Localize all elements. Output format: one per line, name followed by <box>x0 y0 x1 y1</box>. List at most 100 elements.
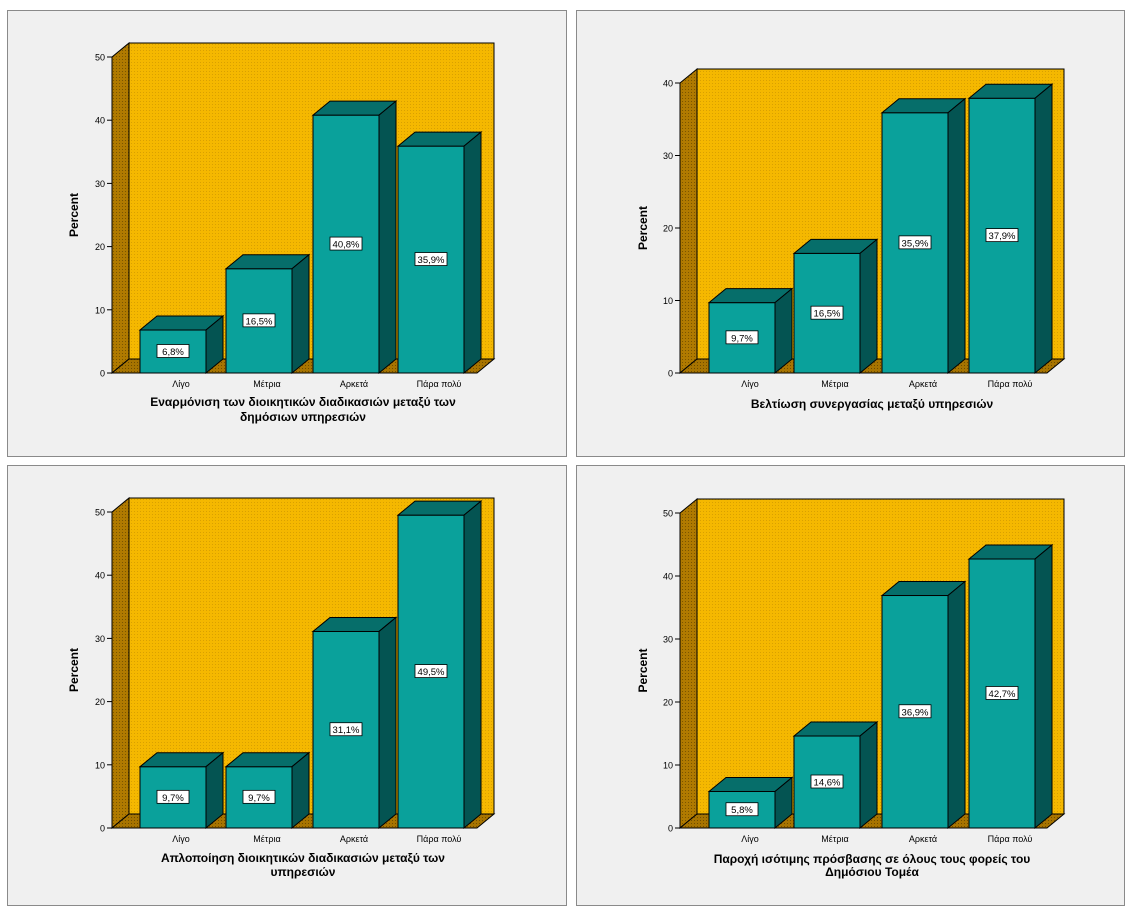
y-tick-label: 50 <box>95 508 105 518</box>
data-label: 31,1% <box>333 725 360 736</box>
data-label-box <box>242 789 276 804</box>
data-label-box <box>810 774 844 789</box>
y-axis-label: Percent <box>636 206 650 250</box>
x-tick-label: Πάρα πολύ <box>417 834 462 844</box>
data-label: 9,7% <box>248 793 270 804</box>
y-tick-label: 0 <box>668 824 673 834</box>
data-label: 16,5% <box>246 316 273 327</box>
bar-side <box>205 751 224 830</box>
data-label-box <box>898 704 932 719</box>
x-tick-label: Πάρα πολύ <box>988 834 1033 844</box>
x-axis-label: Απλοποίηση διοικητικών διαδικασιών μεταξ… <box>161 851 445 865</box>
bar-side <box>1034 543 1053 830</box>
y-tick-label: 40 <box>663 572 673 582</box>
bar-2 <box>224 751 311 830</box>
data-label-box <box>414 664 448 678</box>
data-label-box <box>156 344 190 358</box>
y-tick-label: 30 <box>95 179 105 189</box>
bar-side <box>859 720 878 830</box>
y-tick-label: 20 <box>95 242 105 252</box>
data-label: 49,5% <box>418 667 445 678</box>
y-axis-label: Percent <box>636 648 650 692</box>
bar-1 <box>138 751 225 830</box>
data-label: 9,7% <box>731 333 753 344</box>
bar-2 <box>224 253 311 375</box>
y-tick-label: 30 <box>663 635 673 645</box>
chart-4: 0 10 20 30 40 50 Percent 5,8% Λίγο 14,6% Μέτρια 36,… <box>636 497 1066 879</box>
x-tick-label: Μέτρια <box>821 834 848 844</box>
data-label-box <box>329 236 363 251</box>
y-tick-label: 0 <box>100 824 105 834</box>
data-label-box <box>414 252 448 266</box>
chart-1: 0 10 20 30 40 50 Percent 6,8% Λίγο 16,5% Μέτρια 40,… <box>67 41 496 424</box>
x-tick-label: Πάρα πολύ <box>417 379 462 389</box>
x-tick-label: Αρκετά <box>340 379 368 389</box>
bar-side <box>859 238 878 375</box>
x-tick-label: Πάρα πολύ <box>988 379 1033 389</box>
y-tick-label: 40 <box>95 116 105 126</box>
x-axis-label: Εναρμόνιση των διοικητικών διαδικασιών μ… <box>150 395 456 409</box>
x-tick-label: Μέτρια <box>821 379 848 389</box>
x-tick-label: Μέτρια <box>253 379 280 389</box>
bar-side <box>291 751 310 830</box>
x-tick-label: Λίγο <box>741 834 759 844</box>
bar-side <box>291 253 310 375</box>
data-label: 42,7% <box>989 689 1016 700</box>
side-wall <box>679 67 698 375</box>
y-tick-label: 40 <box>95 571 105 581</box>
data-label-box <box>725 802 759 817</box>
data-label-box <box>985 686 1019 700</box>
data-label-box <box>725 330 759 345</box>
bar-side <box>378 616 397 830</box>
bar-2 <box>792 238 879 375</box>
data-label: 36,9% <box>902 707 929 718</box>
y-tick-label: 30 <box>663 151 673 161</box>
data-label: 9,7% <box>162 793 184 804</box>
data-label: 35,9% <box>418 255 445 266</box>
x-axis-label: Δημόσιου Τομέα <box>825 865 919 879</box>
y-tick-label: 40 <box>663 79 673 89</box>
x-axis-label: Παροχή ισότιμης πρόσβασης σε όλους τους … <box>714 852 1031 866</box>
chart-panel-3: 0 10 20 30 40 50 Percent 9,7% Λίγο 9,7% Μέτρια 31,1… <box>7 465 567 906</box>
data-label-box <box>985 228 1019 243</box>
chart-3: 0 10 20 30 40 50 Percent 9,7% Λίγο 9,7% Μέτρια 31,1… <box>67 496 496 879</box>
x-tick-label: Αρκετά <box>909 834 937 844</box>
y-axis-label: Percent <box>67 193 81 237</box>
bar-side <box>1034 83 1053 375</box>
data-label: 5,8% <box>731 805 753 816</box>
x-tick-label: Λίγο <box>741 379 759 389</box>
x-tick-label: Μέτρια <box>253 834 280 844</box>
bar-1 <box>707 776 794 830</box>
y-tick-label: 50 <box>95 53 105 63</box>
y-tick-label: 10 <box>95 760 105 770</box>
bar-4 <box>396 500 483 830</box>
bar-3 <box>311 100 398 375</box>
x-axis-label: Βελτίωση συνεργασίας μεταξύ υπηρεσιών <box>751 397 994 411</box>
bar-side <box>463 131 482 375</box>
y-axis-label: Percent <box>67 648 81 692</box>
y-tick-label: 20 <box>663 698 673 708</box>
y-tick-label: 10 <box>663 296 673 306</box>
x-axis-label: δημόσιων υπηρεσιών <box>240 410 366 424</box>
x-tick-label: Αρκετά <box>909 379 937 389</box>
data-label-box <box>156 789 190 804</box>
data-label: 35,9% <box>902 238 929 249</box>
y-tick-label: 30 <box>95 634 105 644</box>
chart-panel-4: 0 10 20 30 40 50 Percent 5,8% Λίγο 14,6% Μέτρια 36,… <box>576 465 1125 906</box>
data-label-box <box>810 305 844 320</box>
y-tick-label: 50 <box>663 509 673 519</box>
bar-side <box>774 287 793 375</box>
bar-side <box>378 100 397 375</box>
data-label: 37,9% <box>989 231 1016 242</box>
chart-panel-1: 0 10 20 30 40 50 Percent 6,8% Λίγο 16,5% Μέτρια 40,… <box>7 10 567 457</box>
chart-2: 0 10 20 30 40 Percent 9,7% Λίγο 16,5% Μέτρια 35,9%… <box>636 67 1066 411</box>
data-label: 16,5% <box>814 309 841 320</box>
x-axis-label: υπηρεσιών <box>271 865 336 879</box>
bar-side <box>947 580 966 830</box>
side-wall <box>111 41 130 375</box>
y-tick-label: 20 <box>95 697 105 707</box>
bar-side <box>463 500 482 830</box>
bar-side <box>947 97 966 375</box>
side-wall <box>679 497 698 830</box>
y-tick-label: 10 <box>663 761 673 771</box>
